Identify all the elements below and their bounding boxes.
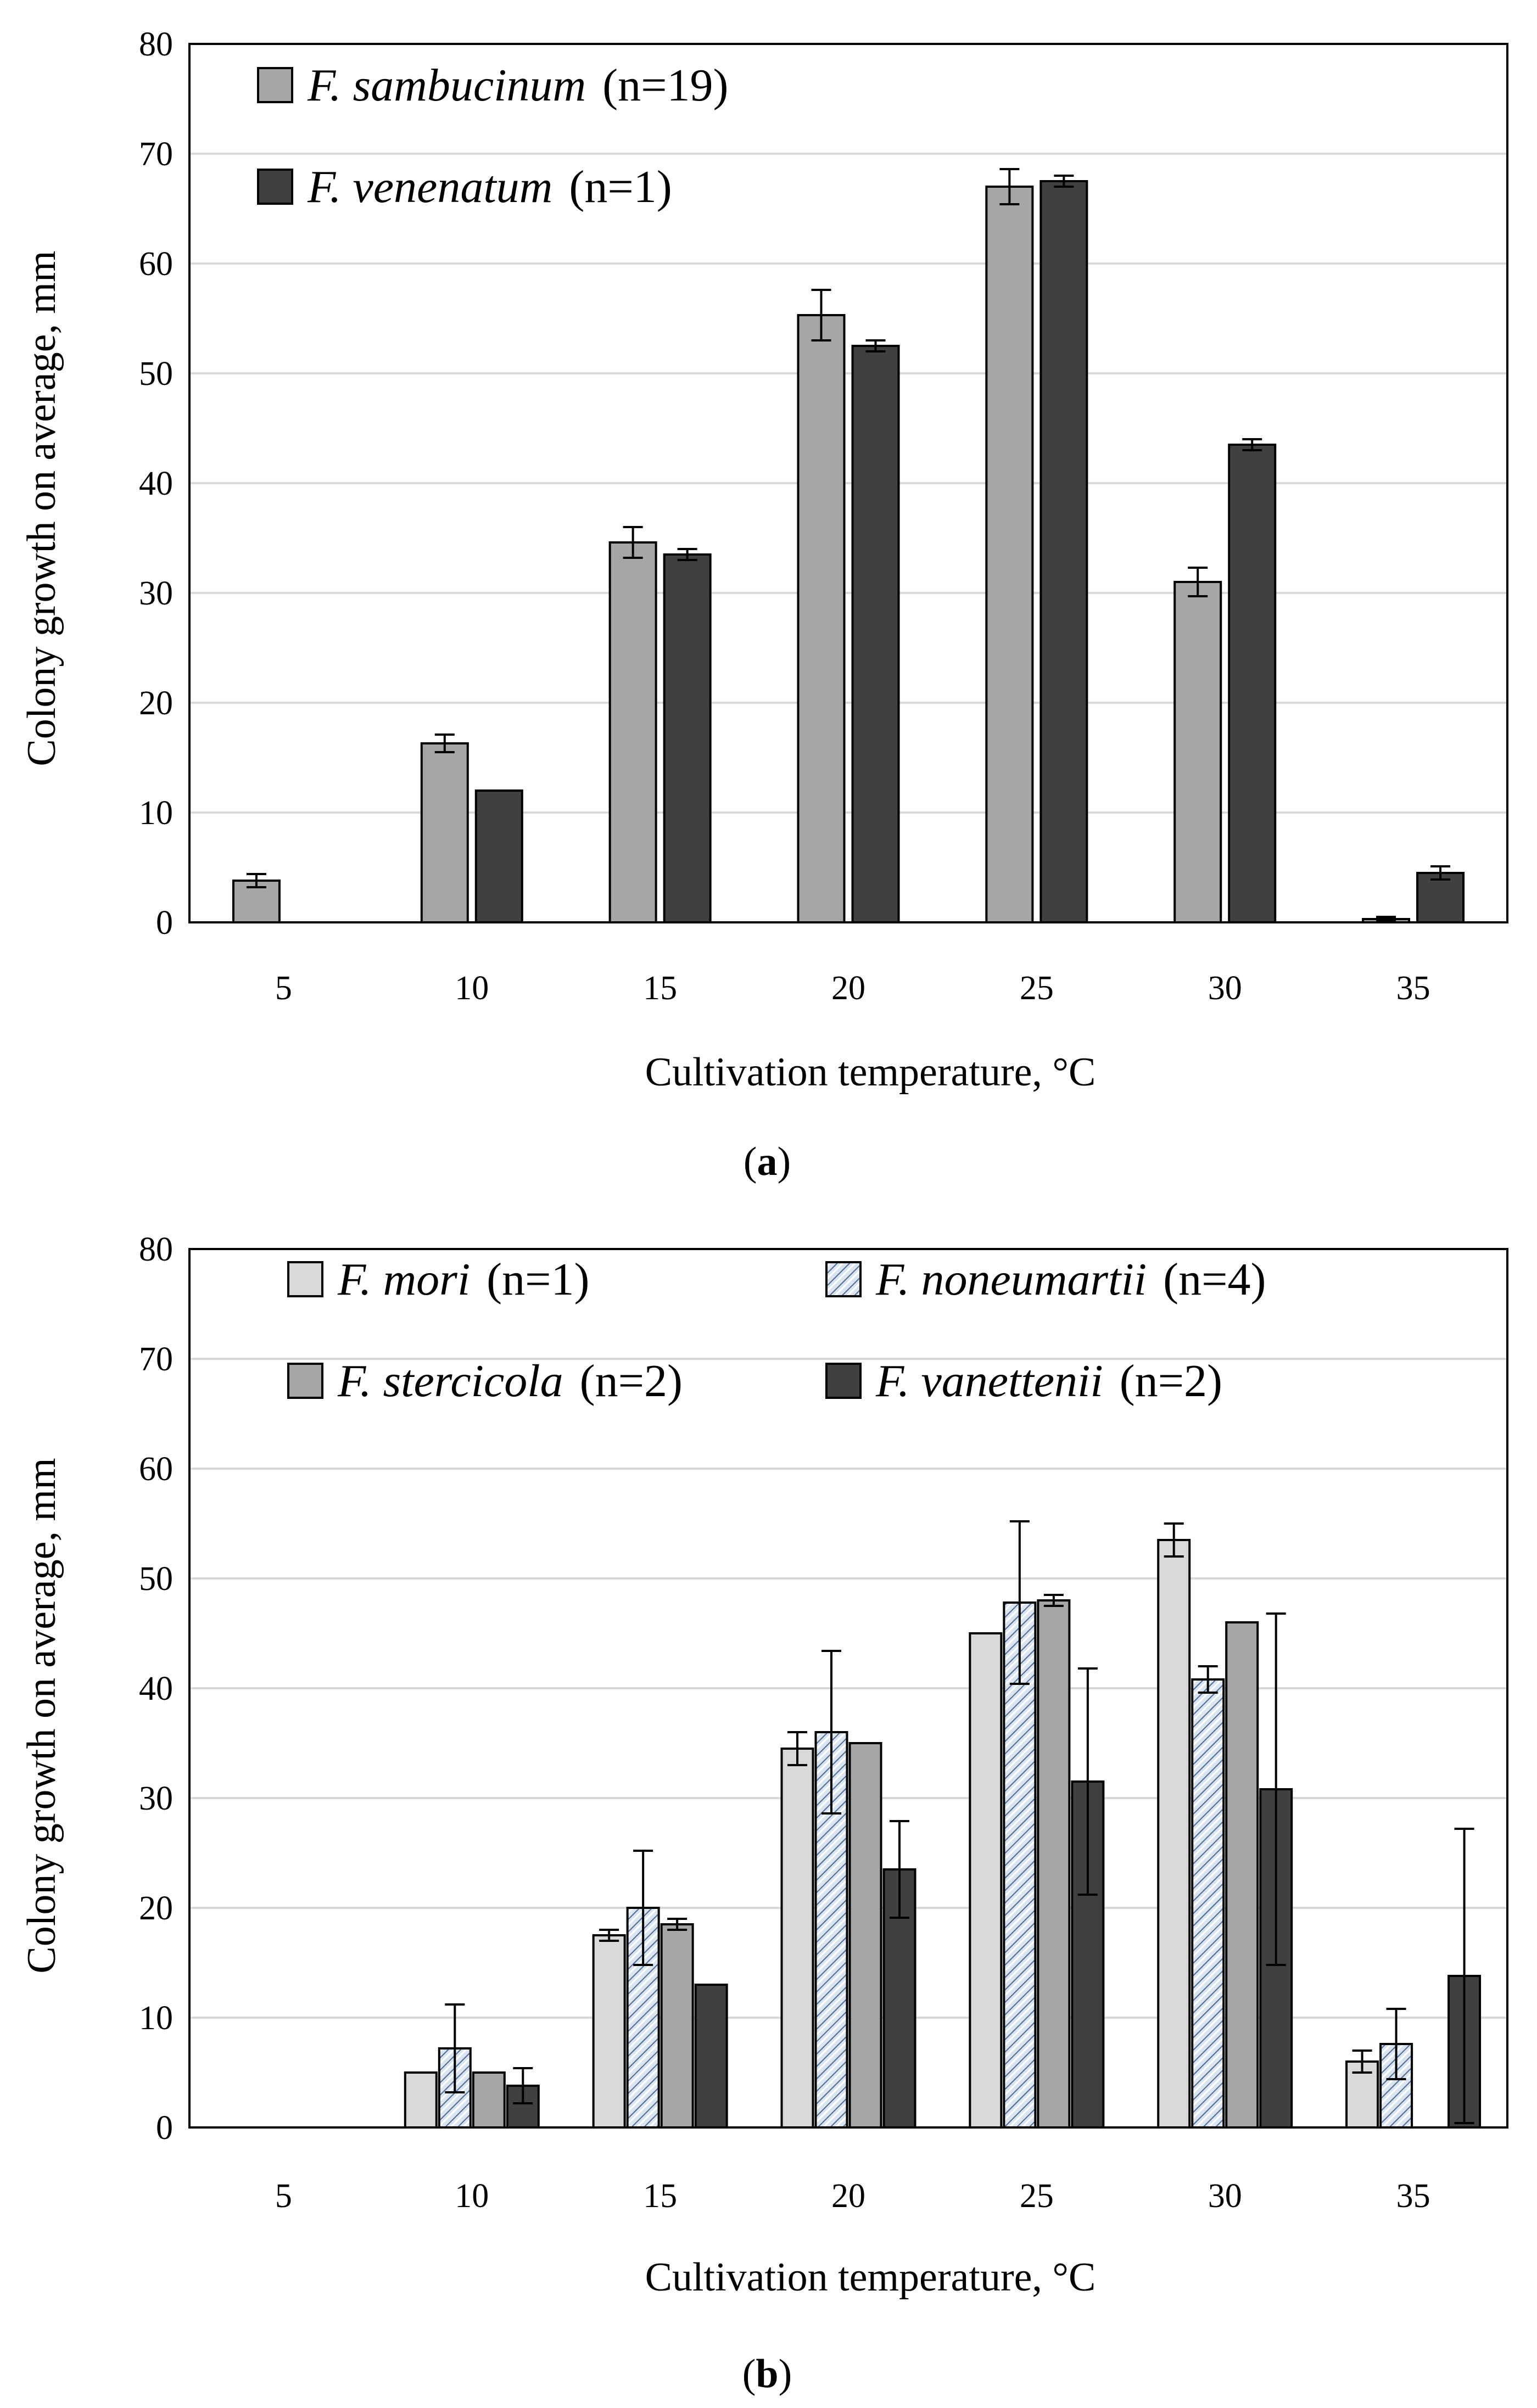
x-tick-label: 30 — [1208, 970, 1242, 1007]
x-tick-label: 30 — [1208, 2177, 1242, 2215]
legend-swatch — [257, 67, 293, 103]
bar — [1191, 1678, 1225, 2129]
y-axis-title: Colony growth on average, mm — [19, 1458, 64, 1973]
legend-label: F. stercicola (n=2) — [337, 1356, 683, 1407]
legend-label: F. venenatum (n=1) — [307, 161, 672, 212]
bar — [1416, 872, 1465, 923]
bar — [1039, 180, 1088, 923]
legend-label: F. noneumartii (n=4) — [875, 1254, 1266, 1305]
y-tick-label: 10 — [139, 2000, 173, 2037]
panel-label: (a) — [744, 1139, 791, 1184]
legend-species: F. vanettenii — [875, 1356, 1103, 1407]
x-tick-label: 5 — [275, 970, 292, 1007]
bar — [1225, 1621, 1259, 2129]
legend-count: (n=2) — [1120, 1356, 1222, 1407]
legend-species: F. stercicola — [337, 1356, 563, 1407]
x-tick-label: 35 — [1396, 970, 1430, 1007]
bar — [848, 1742, 882, 2129]
x-tick-label: 5 — [275, 2177, 292, 2215]
x-tick-label: 15 — [643, 970, 677, 1007]
y-tick-label: 60 — [139, 1451, 173, 1488]
legend-label: F. sambucinum (n=19) — [307, 60, 728, 111]
plot-frame — [188, 43, 1508, 923]
y-tick-label: 0 — [156, 904, 173, 942]
x-tick-label: 20 — [831, 970, 865, 1007]
legend-species: F. venenatum — [307, 161, 552, 212]
x-tick-label: 10 — [455, 2177, 489, 2215]
bar — [780, 1748, 814, 2129]
bar — [985, 186, 1034, 923]
y-tick-label: 60 — [139, 245, 173, 283]
bar — [660, 1923, 694, 2129]
legend-count: (n=4) — [1163, 1254, 1266, 1305]
legend-count: (n=1) — [487, 1254, 589, 1305]
y-tick-label: 20 — [139, 685, 173, 722]
legend-swatch — [287, 1363, 323, 1399]
y-tick-label: 50 — [139, 1560, 173, 1598]
legend-swatch — [257, 169, 293, 205]
y-tick-label: 50 — [139, 355, 173, 393]
panel-letter: b — [756, 2351, 778, 2396]
x-tick-label: 10 — [455, 970, 489, 1007]
bar — [797, 314, 846, 923]
bar — [1173, 581, 1222, 923]
y-tick-label: 10 — [139, 794, 173, 832]
bar — [814, 1731, 848, 2129]
x-tick-label: 35 — [1396, 2177, 1430, 2215]
legend-count: (n=1) — [569, 161, 672, 212]
legend-swatch — [825, 1261, 862, 1297]
bar — [1228, 444, 1277, 923]
bar — [404, 2071, 438, 2129]
panel-label: (b) — [742, 2351, 792, 2396]
legend-swatch — [287, 1261, 323, 1297]
bar — [851, 345, 900, 923]
y-tick-label: 80 — [139, 1231, 173, 1268]
legend-swatch — [825, 1363, 862, 1399]
x-axis-title: Cultivation temperature, °C — [645, 1050, 1096, 1095]
bar — [663, 553, 712, 923]
y-tick-label: 40 — [139, 465, 173, 502]
legend: F. sambucinum (n=19) F. venenatum (n=1) — [257, 60, 728, 212]
y-tick-label: 30 — [139, 1780, 173, 1817]
y-tick-label: 70 — [139, 136, 173, 173]
bar — [1037, 1599, 1071, 2129]
chart-panel-b: 0 10 20 30 40 50 60 70 80 5 10 15 20 25 30 35 F. mori (n… — [19, 1231, 1508, 2396]
legend-label: F. mori (n=1) — [337, 1254, 590, 1305]
legend-species: F. noneumartii — [875, 1254, 1147, 1305]
bar — [1003, 1601, 1037, 2129]
bar — [420, 742, 469, 923]
bar — [694, 1984, 728, 2129]
bar — [474, 789, 523, 923]
legend-count: (n=2) — [580, 1356, 683, 1407]
y-tick-label: 0 — [156, 2109, 173, 2147]
bar — [608, 541, 657, 923]
y-tick-label: 20 — [139, 1890, 173, 1927]
legend-species: F. mori — [337, 1254, 470, 1305]
panel-letter: a — [757, 1139, 778, 1184]
x-tick-label: 25 — [1020, 970, 1054, 1007]
legend-count: (n=19) — [602, 60, 728, 111]
bar — [969, 1632, 1003, 2129]
y-tick-label: 80 — [139, 26, 173, 63]
bar — [592, 1934, 626, 2129]
y-tick-label: 30 — [139, 575, 173, 612]
x-tick-label: 20 — [831, 2177, 865, 2215]
x-tick-label: 15 — [643, 2177, 677, 2215]
y-tick-label: 40 — [139, 1670, 173, 1707]
bar — [1157, 1539, 1191, 2129]
bar — [472, 2071, 506, 2129]
x-axis-title: Cultivation temperature, °C — [645, 2255, 1096, 2300]
legend-label: F. vanettenii (n=2) — [875, 1356, 1222, 1407]
chart-panel-a: 0 10 20 30 40 50 60 70 80 5 10 15 20 25 30 35 F. sambuc… — [19, 26, 1508, 1184]
y-tick-label: 70 — [139, 1341, 173, 1378]
y-axis-title: Colony growth on average, mm — [19, 250, 64, 766]
legend: F. mori (n=1) F. noneumartii (n=4) F. sterci… — [287, 1254, 1266, 1407]
x-tick-label: 25 — [1020, 2177, 1054, 2215]
plot-frame — [188, 1248, 1508, 2129]
legend-species: F. sambucinum — [307, 60, 586, 111]
